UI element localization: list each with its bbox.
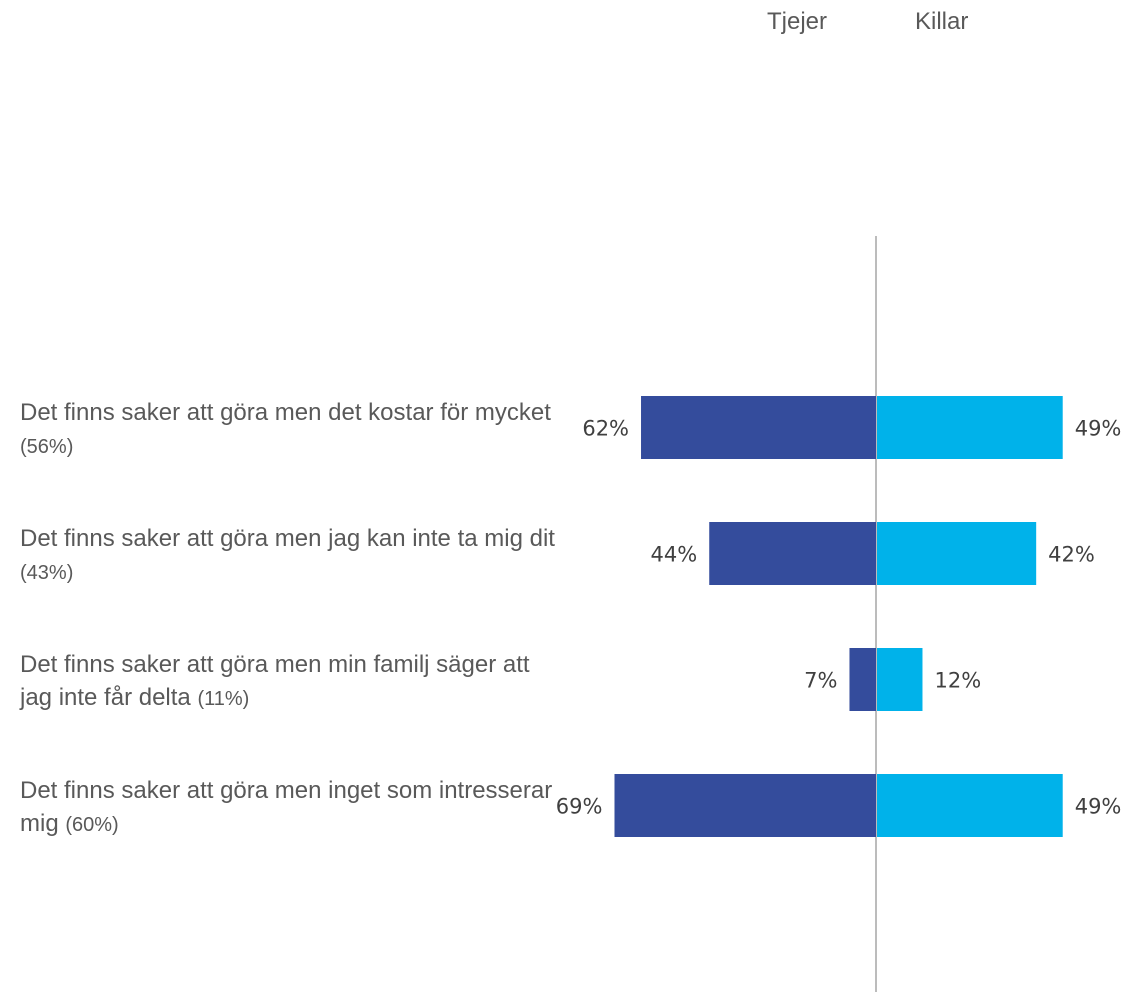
category-text: Det finns saker att göra men inget som i… bbox=[20, 777, 553, 837]
category-total: (11%) bbox=[197, 688, 250, 710]
data-label-tjejer: 44% bbox=[651, 543, 698, 567]
category-text: Det finns saker att göra men min familj … bbox=[20, 651, 530, 711]
data-label-tjejer: 69% bbox=[556, 795, 603, 819]
bar-tjejer bbox=[709, 522, 876, 585]
category-text: Det finns saker att göra men det kostar … bbox=[20, 399, 551, 426]
category-total: (43%) bbox=[20, 562, 74, 584]
bar-tjejer bbox=[849, 648, 876, 711]
data-label-killar: 49% bbox=[1075, 417, 1122, 441]
data-label-tjejer: 62% bbox=[582, 417, 629, 441]
category-text: Det finns saker att göra men jag kan int… bbox=[20, 525, 555, 552]
bar-tjejer bbox=[641, 396, 876, 459]
data-label-killar: 12% bbox=[934, 669, 981, 693]
data-label-killar: 42% bbox=[1048, 543, 1095, 567]
category-label: Det finns saker att göra men inget som i… bbox=[20, 774, 560, 842]
category-label: Det finns saker att göra men min familj … bbox=[20, 648, 560, 716]
data-label-killar: 49% bbox=[1075, 795, 1122, 819]
bar-tjejer bbox=[614, 774, 876, 837]
category-label: Det finns saker att göra men jag kan int… bbox=[20, 522, 560, 590]
category-total: (60%) bbox=[65, 814, 119, 836]
bar-killar bbox=[877, 522, 1037, 585]
legend-label-killar: Killar bbox=[915, 8, 969, 35]
legend-label-tjejer: Tjejer bbox=[767, 8, 828, 35]
data-label-tjejer: 7% bbox=[804, 669, 837, 693]
category-label: Det finns saker att göra men det kostar … bbox=[20, 396, 560, 464]
bar-killar bbox=[877, 774, 1063, 837]
bar-killar bbox=[877, 396, 1063, 459]
bar-killar bbox=[877, 648, 923, 711]
category-total: (56%) bbox=[20, 436, 74, 458]
